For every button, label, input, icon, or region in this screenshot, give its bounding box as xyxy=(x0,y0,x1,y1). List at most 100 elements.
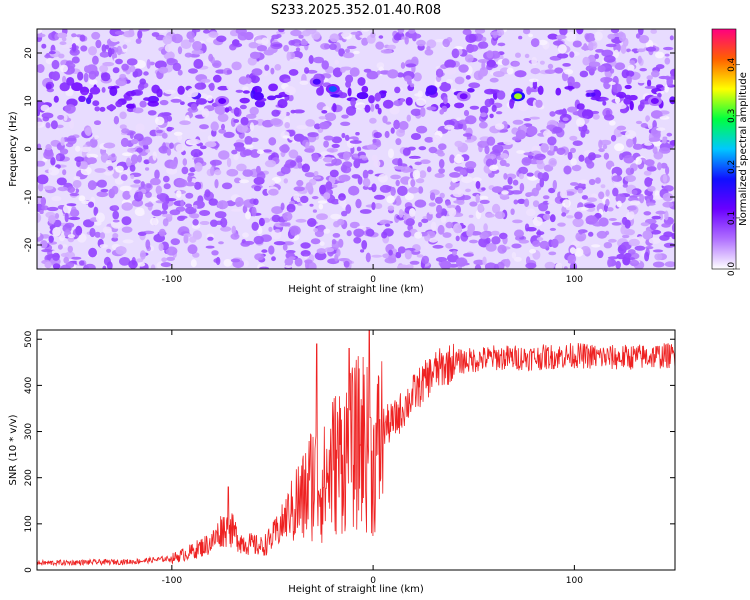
spectrogram-cell xyxy=(130,154,139,165)
spectrogram-cell xyxy=(453,200,463,204)
spectrogram-cell xyxy=(640,222,650,227)
spectrogram-cell xyxy=(611,222,622,226)
spectrogram-cell xyxy=(232,39,240,47)
spectrogram-cell xyxy=(126,157,131,167)
spectrogram-cell xyxy=(536,237,544,241)
spectrogram-cell xyxy=(384,130,390,139)
spectrogram-cell xyxy=(280,110,287,117)
spectrogram-cell xyxy=(418,221,423,228)
spectrogram-cell xyxy=(395,195,401,205)
spectrogram-cell xyxy=(414,231,423,239)
spectrogram-cell xyxy=(614,143,625,152)
spectrogram-cell xyxy=(309,203,314,207)
spectrogram-cell xyxy=(584,204,596,208)
colorbar-label: Normalized spectral amplitude xyxy=(738,72,749,226)
spectrogram-cell xyxy=(75,145,81,152)
spectrogram-cell xyxy=(313,56,325,64)
spectrogram-cell xyxy=(387,205,395,211)
spectrogram-cell xyxy=(371,254,383,258)
spectrogram-cell xyxy=(494,211,506,219)
spectrogram-cell xyxy=(645,46,657,52)
spectrogram-cell xyxy=(137,154,143,163)
spectrogram-cell xyxy=(243,260,249,268)
spectrogram-cell xyxy=(151,32,160,37)
spectrogram-cell xyxy=(266,179,276,187)
spectrogram-cell xyxy=(646,202,656,206)
spectrogram-cell xyxy=(169,142,174,149)
spectrogram-cell xyxy=(343,151,351,161)
spectrogram-cell xyxy=(253,198,259,206)
spectrogram-cell xyxy=(190,213,200,219)
spectrogram-cell xyxy=(102,265,107,269)
spectrogram-cell xyxy=(274,64,282,71)
spectrogram-cell xyxy=(670,68,675,77)
spectrogram-cell xyxy=(88,70,97,80)
spectrogram-cell xyxy=(398,239,408,247)
spectrogram-cell xyxy=(504,258,511,268)
spectrogram-cell xyxy=(283,78,291,82)
spectrogram-cell xyxy=(492,203,501,214)
spectrogram-cell xyxy=(611,83,623,93)
spectrogram-cell xyxy=(294,42,302,47)
spectrogram-cell xyxy=(180,101,185,105)
spectrogram-cell xyxy=(534,153,546,161)
spectrogram-cell xyxy=(187,175,193,183)
spectrogram-cell xyxy=(122,190,131,200)
spectrogram-cell xyxy=(37,121,45,128)
spectrogram-cell xyxy=(459,169,467,176)
spectrogram-cell xyxy=(311,196,319,200)
spectrogram-cell xyxy=(452,188,464,198)
spectrogram-cell xyxy=(455,235,460,242)
spectrogram-cell xyxy=(586,160,595,169)
spectrogram-cell xyxy=(175,178,188,188)
spectrogram-cell xyxy=(122,30,135,38)
spectrogram-cell xyxy=(400,166,412,173)
spectrogram-cell xyxy=(607,256,619,260)
spectrogram-cell xyxy=(626,138,634,148)
spectrogram-cell xyxy=(121,63,129,71)
spectrogram-cell xyxy=(249,122,255,132)
spectrogram-cell xyxy=(576,103,585,110)
spectrogram-cell xyxy=(377,173,388,183)
spectrogram-cell xyxy=(445,221,454,229)
spectrogram-cell xyxy=(300,195,309,204)
spectrogram-cell xyxy=(263,71,269,77)
spectrogram-cell xyxy=(283,178,288,184)
spectrogram-cell xyxy=(185,206,197,215)
spectrogram-cell xyxy=(601,49,614,57)
spectrogram-cell xyxy=(166,126,173,132)
spectrogram-cell xyxy=(364,104,371,113)
spectrogram-cell xyxy=(323,140,329,148)
spectrogram-cell xyxy=(539,240,550,249)
spectrogram-cell xyxy=(438,168,445,174)
spectrogram-cell xyxy=(456,257,468,267)
spectrogram-cell xyxy=(64,104,76,114)
spectrogram-cell xyxy=(548,251,557,256)
spectrogram-cell xyxy=(644,85,657,89)
spectrogram-cell xyxy=(449,154,455,164)
spectrogram-cell xyxy=(37,29,43,34)
spectrogram-cell xyxy=(284,122,291,129)
spectrogram-cell xyxy=(622,234,630,239)
spectrogram-cell xyxy=(493,71,505,78)
spectrogram-cell xyxy=(304,148,314,153)
spectrogram-cell xyxy=(290,29,302,37)
spectrogram-image xyxy=(37,29,675,269)
spectrogram-cell xyxy=(518,35,523,40)
spectrogram-cell xyxy=(236,123,248,133)
spectrogram-cell xyxy=(445,79,454,84)
spectrogram-cell xyxy=(115,165,124,173)
spectrogram-cell xyxy=(56,177,67,186)
spectrogram-cell xyxy=(43,185,54,190)
spectrogram-cell xyxy=(45,144,52,151)
spectrogram-ytick-label: 0 xyxy=(24,146,34,152)
spectrogram-cell xyxy=(643,170,652,176)
spectrogram-cell xyxy=(37,230,41,238)
spectrogram-cell xyxy=(588,178,596,186)
spectrogram-cell xyxy=(147,110,157,116)
spectrogram-cell xyxy=(146,59,151,69)
spectrogram-cell xyxy=(319,85,324,95)
spectrogram-cell xyxy=(284,264,293,268)
spectrogram-cell xyxy=(572,81,581,89)
spectrogram-cell xyxy=(96,191,109,198)
